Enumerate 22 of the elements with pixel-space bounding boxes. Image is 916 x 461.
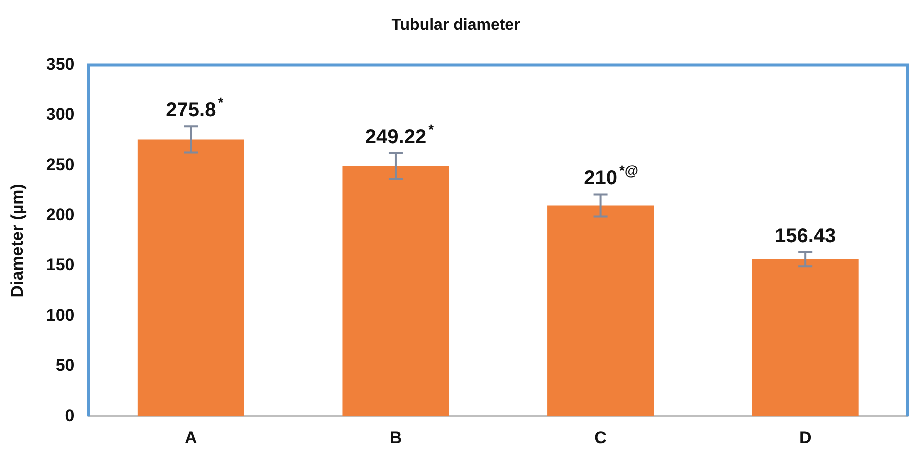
y-tick-label: 250 bbox=[46, 155, 75, 174]
chart-title: Tubular diameter bbox=[392, 17, 520, 34]
data-label: 275.8* bbox=[166, 94, 224, 122]
bar bbox=[138, 140, 244, 417]
y-tick-label: 200 bbox=[46, 205, 75, 224]
y-axis-title: Diameter (µm) bbox=[8, 184, 27, 298]
y-tick-label: 350 bbox=[46, 54, 75, 74]
y-tick-label: 300 bbox=[46, 105, 75, 124]
data-label: 210*@ bbox=[584, 162, 639, 190]
y-tick-label: 0 bbox=[65, 406, 75, 426]
y-tick-label: 100 bbox=[46, 306, 75, 325]
x-tick-label: B bbox=[390, 428, 402, 448]
y-tick-label: 150 bbox=[46, 256, 75, 275]
y-tick-label: 50 bbox=[56, 356, 75, 376]
data-label: 156.43 bbox=[775, 226, 836, 248]
bar bbox=[752, 260, 859, 417]
x-tick-label: D bbox=[799, 428, 812, 448]
bar bbox=[342, 166, 450, 417]
data-label: 249.22* bbox=[365, 121, 435, 148]
x-tick-label: A bbox=[185, 428, 198, 448]
x-tick-label: C bbox=[594, 428, 607, 448]
bar bbox=[548, 206, 654, 417]
